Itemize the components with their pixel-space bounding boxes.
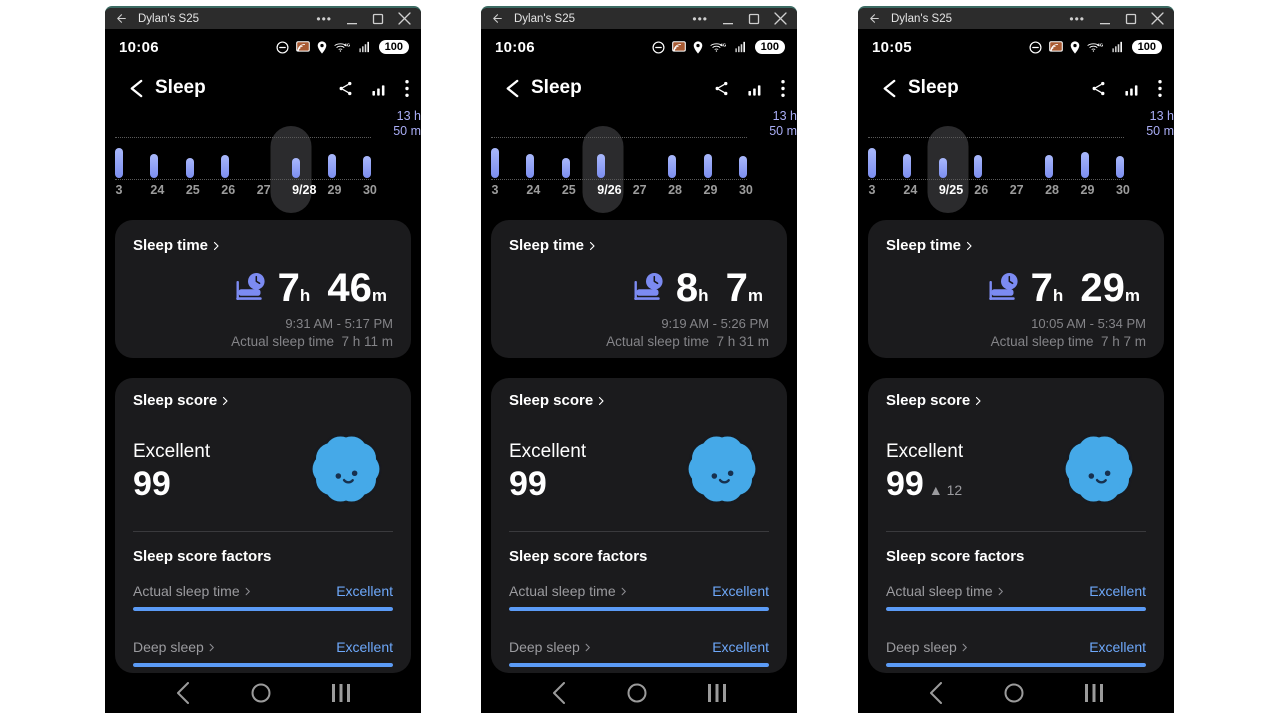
- svg-text:4G: 4G: [344, 42, 351, 47]
- svg-text:4G: 4G: [1097, 42, 1104, 47]
- svg-text:4G: 4G: [720, 42, 727, 47]
